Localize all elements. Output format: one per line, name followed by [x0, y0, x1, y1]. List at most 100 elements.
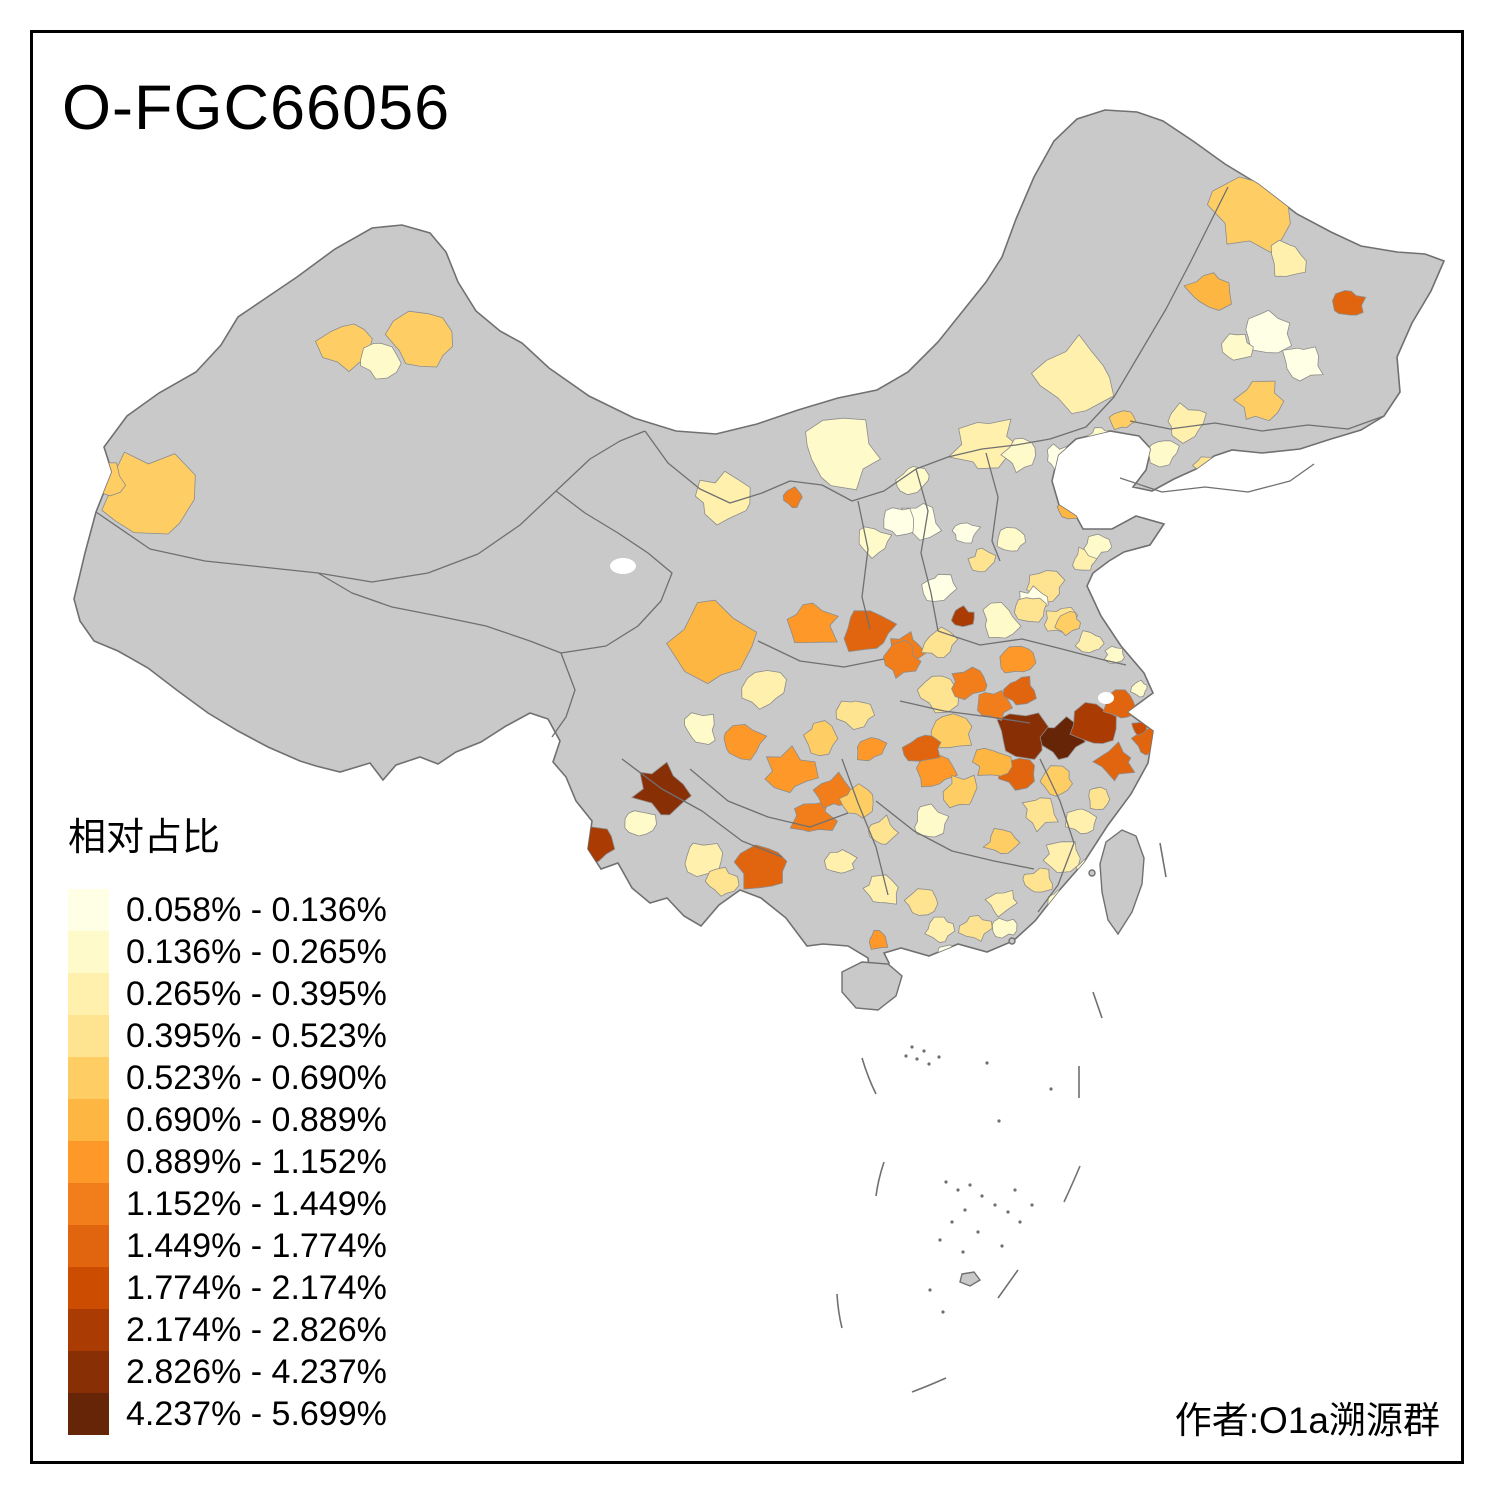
prefecture-region: [1232, 380, 1285, 422]
legend-rows: 0.058% - 0.136% 0.136% - 0.265% 0.265% - 0…: [68, 889, 387, 1435]
legend-row: 4.237% - 5.699%: [68, 1393, 387, 1435]
legend-row: 0.136% - 0.265%: [68, 931, 387, 973]
prefecture-region: [915, 754, 959, 788]
legend-label: 0.265% - 0.395%: [126, 974, 387, 1013]
prefecture-region: [862, 874, 899, 905]
prefecture-region: [868, 929, 889, 950]
legend-swatch: [68, 1351, 109, 1393]
prefecture-region: [883, 639, 922, 679]
legend-label: 0.889% - 1.152%: [126, 1142, 387, 1181]
prefecture-region: [843, 610, 898, 653]
prefecture-region: [1103, 645, 1125, 664]
prefecture-region: [1245, 309, 1293, 354]
legend-label: 4.237% - 5.699%: [126, 1394, 387, 1433]
prefecture-region: [1281, 346, 1324, 382]
legend-label: 1.774% - 2.174%: [126, 1268, 387, 1307]
lakes: [610, 558, 1114, 704]
legend-swatch: [68, 1267, 109, 1309]
prefecture-region: [805, 417, 882, 491]
prefecture-region: [856, 737, 888, 762]
prefecture-region: [921, 573, 958, 602]
legend-swatch: [68, 1015, 109, 1057]
prefecture-region: [1021, 797, 1059, 833]
prefecture-region: [1083, 533, 1113, 560]
prefecture-region: [835, 700, 876, 731]
prefecture-region: [914, 803, 950, 838]
legend-row: 0.889% - 1.152%: [68, 1141, 387, 1183]
legend-row: 0.265% - 0.395%: [68, 973, 387, 1015]
legend-row: 0.690% - 0.889%: [68, 1099, 387, 1141]
prefecture-region: [1088, 786, 1111, 811]
legend-label: 0.690% - 0.889%: [126, 1100, 387, 1139]
legend-label: 0.523% - 0.690%: [126, 1058, 387, 1097]
prefecture-region: [967, 547, 997, 573]
legend-label: 2.174% - 2.826%: [126, 1310, 387, 1349]
legend-row: 1.449% - 1.774%: [68, 1225, 387, 1267]
prefecture-region: [1270, 239, 1307, 277]
prefecture-region: [1030, 334, 1115, 415]
prefecture-region: [942, 774, 978, 809]
prefecture-regions-layer: [82, 176, 1367, 960]
legend-title: 相对占比: [68, 817, 221, 859]
legend-swatch: [68, 889, 109, 931]
prefecture-region: [1183, 272, 1232, 311]
prefecture-region: [1013, 597, 1047, 623]
prefecture-region: [733, 844, 788, 890]
prefecture-region: [930, 713, 973, 749]
prefecture-region: [666, 599, 758, 685]
legend-swatch: [68, 1141, 109, 1183]
prefecture-region: [901, 734, 942, 762]
prefecture-region: [984, 889, 1019, 918]
prefecture-region: [996, 712, 1050, 760]
legend-label: 0.395% - 0.523%: [126, 1016, 387, 1055]
prefecture-region: [624, 810, 657, 837]
sea-island-specks: [904, 1045, 1053, 1314]
prefecture-region: [1221, 333, 1254, 361]
prefecture-region: [1332, 290, 1367, 316]
legend-swatch: [68, 1183, 109, 1225]
prefecture-region: [883, 507, 915, 537]
legend-swatch: [68, 1057, 109, 1099]
prefecture-region: [982, 828, 1021, 855]
legend-row: 0.523% - 0.690%: [68, 1057, 387, 1099]
prefecture-region: [782, 486, 803, 509]
prefecture-region: [991, 917, 1018, 939]
legend-row: 1.774% - 2.174%: [68, 1267, 387, 1309]
legend-swatch: [68, 1225, 109, 1267]
prefecture-region: [694, 470, 751, 526]
prefecture-region: [971, 747, 1013, 777]
islands: [841, 829, 1145, 1287]
prefecture-region: [951, 522, 982, 544]
prefecture-region: [950, 605, 975, 628]
legend-row: 2.174% - 2.826%: [68, 1309, 387, 1351]
prefecture-region: [958, 915, 993, 942]
legend-row: 0.058% - 0.136%: [68, 889, 387, 931]
prefecture-region: [802, 720, 839, 757]
legend-row: 2.826% - 4.237%: [68, 1351, 387, 1393]
prefecture-region: [1092, 741, 1136, 782]
prefecture-region: [684, 712, 716, 745]
attribution: 作者:O1a溯源群: [1174, 1400, 1440, 1441]
legend-row: 1.152% - 1.449%: [68, 1183, 387, 1225]
prefecture-region: [360, 342, 402, 380]
prefecture-region: [999, 645, 1037, 674]
prefecture-region: [384, 310, 454, 368]
legend-label: 0.136% - 0.265%: [126, 932, 387, 971]
prefecture-region: [977, 689, 1013, 722]
legend-swatch: [68, 931, 109, 973]
prefecture-region: [741, 670, 787, 710]
prefecture-region: [951, 666, 988, 701]
prefecture-region: [1054, 610, 1081, 637]
taiwan-island: [1099, 829, 1145, 936]
prefecture-region: [1108, 410, 1137, 431]
prefecture-region: [704, 866, 740, 897]
nine-dash-line: [836, 842, 1167, 1393]
prefecture-region: [1039, 765, 1073, 797]
prefecture-region: [1074, 630, 1105, 654]
prefecture-region: [1167, 402, 1207, 444]
prefecture-region: [786, 602, 839, 644]
legend-swatch: [68, 1309, 109, 1351]
prefecture-region: [1022, 867, 1054, 893]
